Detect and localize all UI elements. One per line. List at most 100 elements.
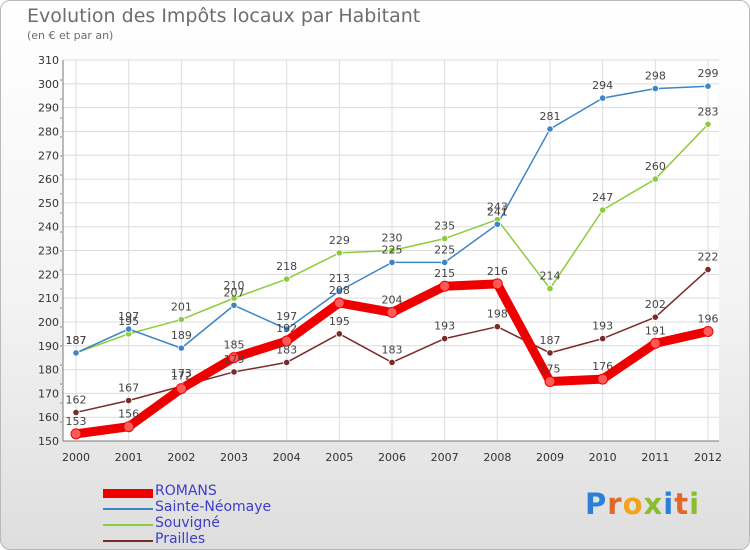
data-point	[125, 396, 133, 405]
y-tick-label: 300	[38, 78, 59, 91]
data-point	[281, 335, 293, 347]
data-point	[441, 335, 449, 343]
data-label: 187	[540, 334, 561, 347]
data-label: 225	[382, 243, 403, 256]
x-tick-label: 2011	[641, 451, 669, 464]
data-point	[597, 373, 609, 385]
data-label: 162	[66, 393, 87, 406]
data-label: 283	[698, 105, 719, 118]
data-point	[546, 284, 554, 293]
data-label: 235	[434, 220, 455, 233]
data-point	[228, 352, 240, 364]
data-label: 187	[66, 334, 87, 347]
data-point	[441, 258, 449, 267]
data-label: 215	[434, 267, 455, 280]
logo-letter: x	[643, 487, 664, 521]
logo-letter: i	[663, 487, 675, 521]
x-tick-label: 2008	[483, 451, 511, 464]
x-tick-label: 2010	[589, 451, 617, 464]
data-point	[388, 258, 396, 267]
y-tick-label: 210	[38, 292, 59, 305]
x-tick-label: 2003	[220, 451, 248, 464]
y-tick-label: 170	[38, 387, 59, 400]
legend-swatch	[103, 524, 153, 526]
data-label: 185	[224, 339, 245, 352]
data-label: 241	[487, 205, 508, 218]
data-label: 222	[698, 251, 719, 264]
data-point	[283, 325, 291, 333]
data-label: 196	[698, 312, 719, 325]
data-label: 208	[329, 284, 350, 297]
data-label: 281	[540, 110, 561, 123]
data-label: 216	[487, 265, 508, 278]
logo-letter: o	[622, 487, 644, 521]
y-tick-label: 270	[38, 149, 59, 162]
data-point	[702, 325, 714, 337]
data-point	[125, 325, 133, 333]
data-point	[599, 335, 607, 343]
x-tick-label: 2005	[325, 451, 353, 464]
data-point	[439, 280, 451, 292]
data-label: 193	[434, 320, 455, 333]
data-point	[230, 294, 238, 302]
data-label: 173	[171, 367, 192, 380]
data-label: 195	[118, 315, 139, 328]
legend-swatch	[103, 540, 153, 542]
y-tick-label: 230	[38, 245, 59, 258]
legend-label: Souvigné	[155, 515, 220, 531]
data-label: 156	[118, 408, 139, 421]
data-label: 218	[276, 260, 297, 273]
data-label: 260	[645, 160, 666, 173]
data-point	[335, 249, 343, 257]
data-point	[123, 421, 135, 433]
proxiti-logo: Proxiti	[585, 487, 700, 521]
y-tick-label: 240	[38, 221, 59, 234]
data-label: 230	[382, 232, 403, 245]
data-label: 176	[592, 360, 613, 373]
y-tick-label: 290	[38, 102, 59, 115]
data-point	[283, 358, 291, 367]
data-label: 202	[645, 298, 666, 311]
data-point	[649, 337, 661, 349]
data-point	[177, 344, 185, 352]
data-label: 179	[224, 353, 245, 366]
y-tick-label: 220	[38, 268, 59, 281]
data-point	[175, 383, 187, 395]
data-point	[704, 265, 712, 274]
data-label: 201	[171, 301, 192, 314]
data-label: 229	[329, 234, 350, 247]
x-tick-label: 2001	[115, 451, 143, 464]
y-tick-label: 150	[38, 435, 59, 448]
data-point	[651, 313, 659, 321]
data-label: 195	[329, 315, 350, 328]
data-point	[333, 297, 345, 309]
data-point	[704, 120, 712, 128]
data-point	[493, 220, 501, 228]
data-label: 197	[118, 310, 139, 323]
data-label: 183	[382, 343, 403, 356]
data-label: 210	[224, 279, 245, 292]
data-point	[177, 315, 185, 324]
data-point	[386, 306, 398, 318]
data-point	[599, 94, 607, 102]
data-label: 299	[698, 67, 719, 80]
data-label: 198	[487, 308, 508, 321]
logo-letter: t	[674, 487, 690, 521]
data-point	[441, 234, 449, 243]
data-label: 172	[171, 370, 192, 383]
y-tick-label: 200	[38, 316, 59, 329]
data-point	[546, 125, 554, 133]
data-label: 225	[434, 243, 455, 256]
x-tick-label: 2006	[378, 451, 406, 464]
data-point	[335, 287, 343, 295]
data-label: 197	[276, 310, 297, 323]
data-point	[704, 82, 712, 90]
x-tick-label: 2007	[431, 451, 459, 464]
data-point	[230, 301, 238, 309]
data-label: 191	[645, 324, 666, 337]
data-label: 247	[592, 191, 613, 204]
data-point	[546, 349, 554, 357]
data-label: 193	[592, 320, 613, 333]
data-point	[388, 358, 396, 367]
